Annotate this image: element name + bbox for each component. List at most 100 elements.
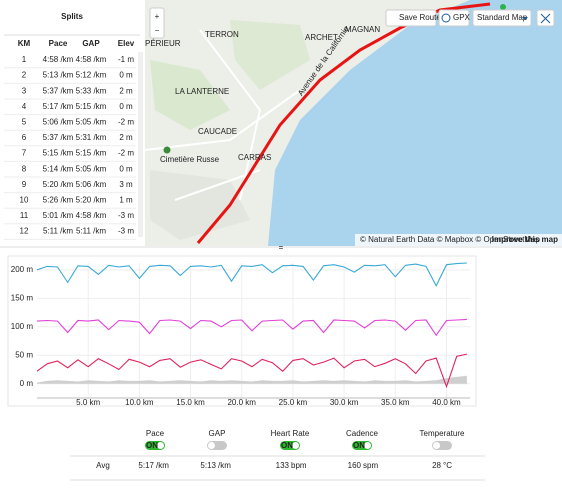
route-start [500, 4, 506, 10]
table-cell: 2 [22, 71, 27, 80]
map-park [150, 60, 230, 130]
table-cell: 4:58 /km [76, 211, 107, 220]
map-park [230, 20, 310, 90]
x-tick-label: 5.0 km [76, 398, 100, 407]
avg-value: 28 [432, 461, 441, 470]
improve-link[interactable]: Improve this map [492, 235, 558, 244]
toggle-text: ON [281, 441, 293, 450]
table-cell: 12 [20, 227, 29, 236]
map-area [150, 170, 250, 240]
x-tick-label: 35.0 km [381, 398, 410, 407]
y-tick-label: 100 m [11, 322, 34, 331]
table-cell: 1 m [119, 196, 133, 205]
table-cell: 2 m [119, 86, 133, 95]
map-label: CAUCADE [198, 127, 237, 136]
map-label: MAGNAN [345, 25, 380, 34]
map-label: ARCHET [305, 33, 338, 42]
scrollbar[interactable] [138, 52, 143, 237]
map-sea [268, 0, 562, 246]
series-line [36, 353, 468, 389]
table-cell: 5:13 /km [43, 71, 74, 80]
table-cell: 1 [22, 55, 27, 64]
metric-label: Heart Rate [271, 429, 310, 438]
metric-label: Temperature [420, 429, 465, 438]
table-cell: 0 m [119, 102, 133, 111]
table-cell: 5:37 /km [43, 86, 74, 95]
button-label: Save Route [399, 13, 441, 22]
y-tick-label: 50 m [15, 350, 33, 359]
x-tick-label: 30.0 km [330, 398, 359, 407]
table-cell: 5:05 /km [76, 118, 107, 127]
table-cell: 5:31 /km [76, 133, 107, 142]
series-line [36, 262, 467, 288]
zoom-icon: + [155, 12, 160, 21]
table-cell: 5:17 /km [43, 102, 74, 111]
x-tick-label: 40.0 km [432, 398, 461, 407]
avg-unit: °C [443, 461, 452, 470]
table-cell: 5:33 /km [76, 86, 107, 95]
table-cell: 5:11 /km [43, 227, 73, 236]
download-icon [441, 13, 451, 23]
avg-label: Avg [96, 461, 110, 470]
toggle-knob [157, 442, 164, 449]
x-tick-label: 20.0 km [227, 398, 256, 407]
map-label: CARRAS [238, 153, 271, 162]
table-cell: -2 m [118, 149, 134, 158]
attribution: © Natural Earth Data © Mapbox © OpenStre… [360, 235, 541, 244]
button-label: GPX [453, 13, 471, 22]
table-header: GAP [82, 39, 100, 48]
table-cell: 3 m [119, 180, 133, 189]
zoom-control[interactable] [149, 7, 165, 39]
table-cell: 0 m [119, 164, 133, 173]
table-cell: -3 m [118, 211, 134, 220]
save-route-button[interactable] [385, 9, 437, 27]
y-tick-label: 0 m [20, 379, 34, 388]
toggle-text: ON [353, 441, 365, 450]
table-cell: 8 [22, 164, 27, 173]
metric-label: Pace [146, 429, 165, 438]
button-label: Standard Map [477, 13, 528, 22]
table-cell: 0 m [119, 71, 133, 80]
y-tick-label: 200 m [11, 265, 34, 274]
table-cell: 5:06 /km [76, 180, 107, 189]
table-cell: 5:15 /km [76, 149, 107, 158]
map-label: TERRON [205, 30, 239, 39]
table-header: KM [18, 39, 31, 48]
table-cell: 5:11 /km [76, 227, 106, 236]
map-label: LA LANTERNE [175, 87, 229, 96]
avg-unit: /km [156, 461, 169, 470]
table-cell: 5:05 /km [76, 164, 107, 173]
toggle-text: ON [146, 441, 158, 450]
table-cell: 6 [22, 133, 27, 142]
table-cell: 5:15 /km [76, 102, 107, 111]
table-cell: 4:58 /km [43, 55, 74, 64]
toggle-knob [292, 442, 299, 449]
table-cell: -3 m [118, 227, 134, 236]
zoom-icon: − [155, 26, 160, 35]
table-cell: 4 [22, 102, 27, 111]
table-cell: 5:12 /km [76, 71, 107, 80]
table-cell: 5:15 /km [43, 149, 74, 158]
table-cell: -1 m [118, 55, 134, 64]
table-cell: 5:06 /km [43, 118, 74, 127]
map-poi-icon [163, 146, 171, 154]
avg-value: 5:13 [200, 461, 216, 470]
resize-handle[interactable]: = [279, 243, 284, 252]
map-style-select[interactable] [472, 9, 532, 27]
attribution-box [355, 234, 562, 246]
table-cell: 7 [22, 149, 27, 158]
table-cell: 5:14 /km [43, 164, 74, 173]
y-tick-label: 150 m [11, 293, 34, 302]
toggle-knob [364, 442, 371, 449]
table-cell: 4:58 /km [76, 55, 107, 64]
toggle-knob [208, 442, 215, 449]
toggle-knob [433, 442, 440, 449]
avg-unit: bpm [291, 461, 307, 470]
map-road [144, 29, 301, 201]
table-cell: 3 [22, 86, 27, 95]
series-line [36, 318, 467, 337]
table-header: Elev [118, 39, 135, 48]
elevation-area [37, 375, 467, 384]
